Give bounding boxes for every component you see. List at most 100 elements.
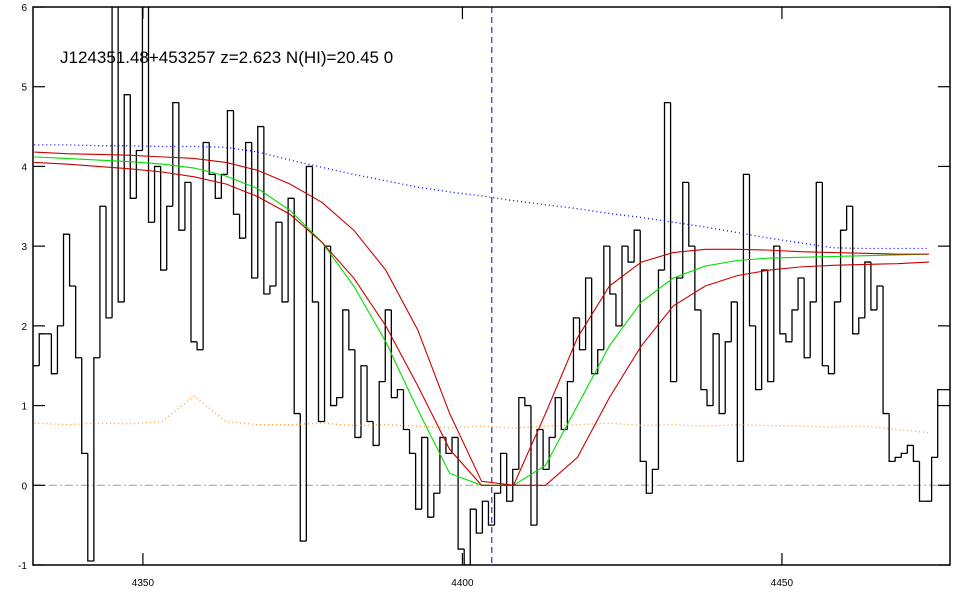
flux-step [609, 246, 616, 295]
flux-step [360, 365, 368, 438]
flux-step [232, 110, 240, 215]
flux-step [918, 461, 926, 502]
y-tick-label: -1 [18, 561, 27, 572]
flux-step [257, 125, 264, 279]
chart-title: J124351.48+453257 z=2.623 N(HI)=20.45 0 [60, 48, 393, 67]
flux-step [615, 293, 623, 327]
flux-step [166, 205, 173, 271]
flux-step [888, 413, 896, 463]
axes-frame [32, 6, 951, 566]
flux-step [663, 102, 671, 271]
flux-step [773, 245, 780, 382]
flux-step [141, 7, 144, 151]
flux-step [481, 500, 489, 534]
flux-step [633, 229, 641, 263]
flux-step [785, 333, 793, 343]
flux-step [202, 141, 210, 350]
flux-step [688, 182, 695, 247]
flux-step [159, 166, 167, 271]
flux-step [760, 269, 768, 390]
flux-step [912, 445, 920, 463]
flux-step [536, 428, 544, 526]
flux-step [342, 309, 349, 398]
flux-step [821, 182, 829, 367]
flux-step [50, 333, 58, 375]
flux-step [463, 549, 471, 565]
flux-step [712, 333, 720, 406]
flux-step [396, 388, 404, 398]
flux-step [184, 181, 191, 231]
flux-step [572, 317, 580, 382]
model-curve [34, 151, 929, 486]
flux-step [287, 197, 295, 302]
flux-step [251, 142, 258, 279]
flux-step [779, 246, 786, 335]
flux-step [402, 389, 410, 431]
flux-step [196, 341, 204, 351]
flux-step [433, 492, 440, 518]
flux-step [937, 388, 944, 458]
flux-step [566, 381, 574, 430]
flux-step [864, 261, 871, 318]
flux-step [754, 325, 762, 391]
flux-step [845, 205, 853, 231]
y-tick-label: 4 [21, 162, 27, 173]
flux-step [906, 444, 914, 454]
y-tick-label: 0 [21, 481, 27, 492]
flux-step [87, 453, 94, 562]
flux-step [348, 309, 355, 351]
flux-step [172, 102, 179, 207]
flux-step [676, 277, 683, 382]
flux-step [694, 246, 701, 311]
flux-step [930, 456, 938, 502]
flux-step [475, 509, 483, 534]
flux-step [62, 233, 70, 326]
flux-step [499, 452, 507, 494]
flux-step [700, 309, 708, 391]
flux-step [153, 165, 161, 223]
flux-step [263, 126, 270, 295]
flux-step [135, 149, 143, 199]
flux-step [512, 468, 519, 502]
flux-step [645, 461, 653, 494]
flux-step [748, 174, 756, 327]
flux-step [639, 230, 647, 463]
flux-step [311, 166, 319, 303]
flux-step [299, 413, 307, 542]
flux-step [408, 429, 416, 455]
flux-step [621, 245, 629, 326]
flux-step [809, 301, 817, 358]
flux-step [742, 173, 750, 462]
flux-step [75, 286, 82, 359]
flux-step [117, 7, 125, 303]
flux-step [584, 277, 592, 350]
flux-step [68, 234, 76, 287]
flux-step [506, 453, 513, 502]
flux-step [791, 309, 799, 342]
flux-step [706, 389, 714, 407]
flux-step [839, 229, 847, 302]
y-tick-label: 2 [21, 322, 27, 333]
flux-step [651, 468, 659, 494]
flux-step [718, 333, 726, 415]
flux-step [427, 437, 434, 518]
flux-step [214, 174, 222, 199]
flux-step [38, 333, 46, 366]
flux-step [736, 301, 744, 463]
flux-step [560, 397, 568, 431]
flux-step [293, 198, 301, 415]
flux-step [244, 141, 252, 239]
flux-step [111, 7, 113, 318]
flux-step [524, 397, 531, 407]
flux-step [603, 245, 610, 350]
model-curve [34, 161, 929, 486]
flux-step [858, 317, 865, 334]
flux-step [93, 357, 100, 562]
flux-step [882, 286, 890, 415]
x-tick-label: 4450 [771, 578, 794, 589]
flux-step [414, 453, 422, 510]
flux-step [81, 357, 88, 455]
flux-step [317, 301, 325, 423]
flux-step [900, 452, 908, 458]
flux-step [378, 381, 386, 446]
